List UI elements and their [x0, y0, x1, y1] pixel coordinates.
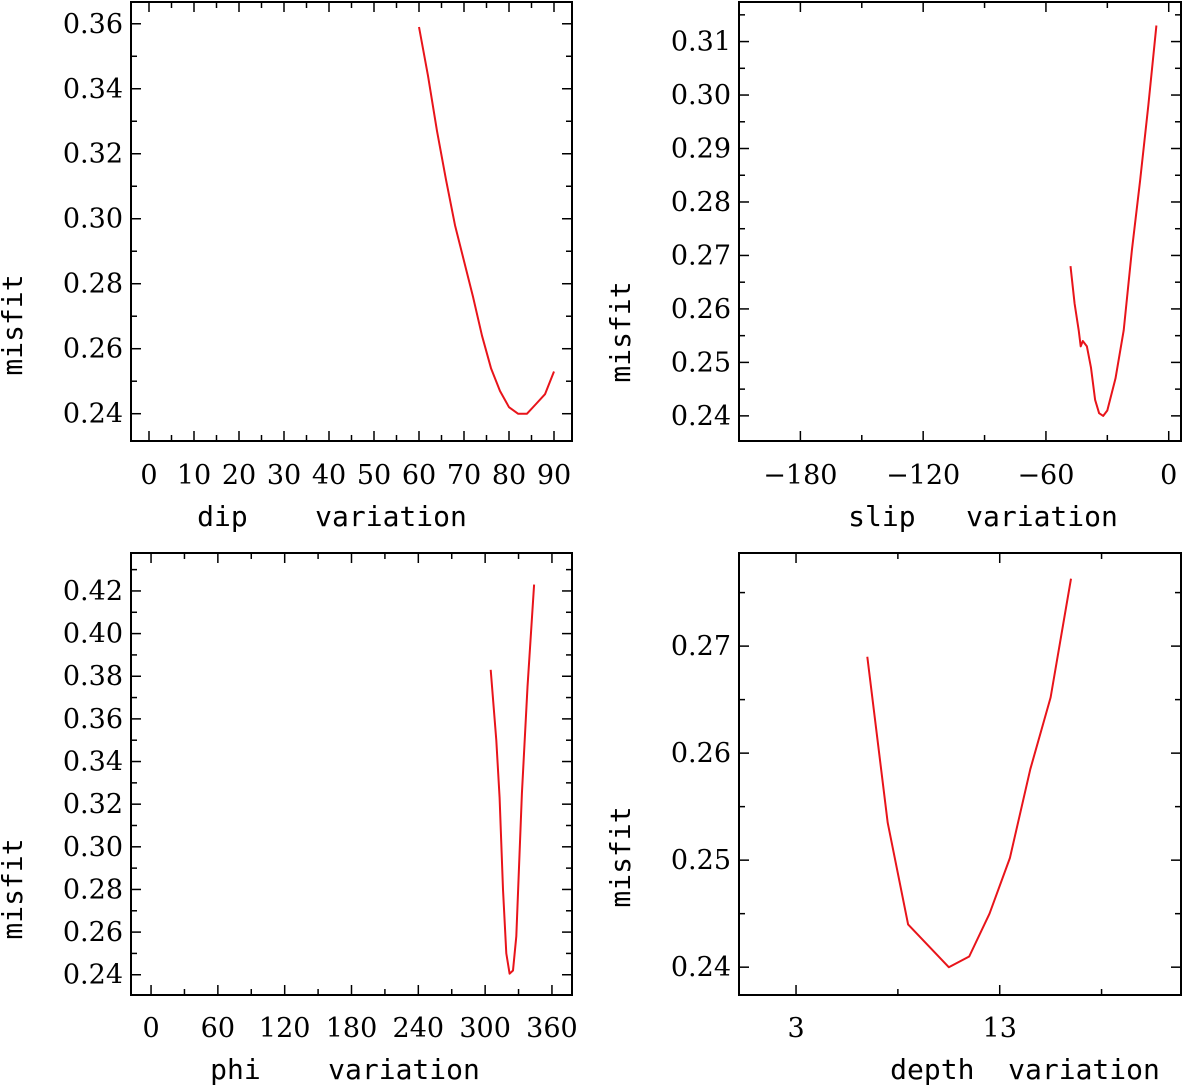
phi-y-tick-label: 0.34 [63, 747, 123, 778]
phi-y-tick-label: 0.24 [63, 960, 123, 991]
depth-y-tick-label: 0.27 [671, 631, 731, 662]
dip-x-tick-label: 40 [312, 460, 346, 491]
dip-y-tick-label: 0.36 [63, 9, 123, 40]
phi-y-tick-label: 0.36 [63, 704, 123, 735]
slip-x-axis-title: slip variation [848, 500, 1118, 533]
phi-y-tick-label: 0.32 [63, 789, 123, 820]
phi-x-tick-label: 360 [526, 1013, 578, 1044]
depth-y-tick-label: 0.24 [671, 952, 731, 983]
dip-x-axis-title: dip variation [197, 500, 467, 533]
phi-y-axis-title: misfit [0, 838, 29, 939]
dip-x-tick-label: 0 [140, 460, 157, 491]
depth-plot-frame [738, 552, 1182, 996]
phi-panel: phi variation misfit 0.24 0.26 0.28 0.30 0.3… [0, 552, 578, 1086]
slip-y-axis-title: misfit [604, 281, 637, 382]
slip-y-tick-label: 0.29 [671, 134, 731, 165]
dip-y-tick-label: 0.30 [63, 204, 123, 235]
slip-y-tick-label: 0.30 [671, 80, 731, 111]
phi-x-tick-label: 0 [142, 1013, 159, 1044]
phi-y-tick-label: 0.38 [63, 661, 123, 692]
phi-y-tick-label: 0.40 [63, 619, 123, 650]
slip-y-tick-label: 0.28 [671, 187, 731, 218]
depth-y-axis-title: misfit [604, 806, 637, 907]
dip-panel: dip variation misfit 0.24 0.26 0.28 0.30 0.3… [0, 1, 573, 533]
dip-y-axis-title: misfit [0, 274, 29, 375]
dip-y-tick-label: 0.28 [63, 269, 123, 300]
dip-x-tick-label: 10 [177, 460, 211, 491]
dip-x-tick-label: 80 [492, 460, 526, 491]
depth-y-tick-label: 0.26 [671, 738, 731, 769]
phi-y-tick-label: 0.26 [63, 917, 123, 948]
slip-plot-frame [738, 1, 1182, 442]
dip-x-tick-label: 60 [402, 460, 436, 491]
depth-x-axis-title: depth variation [890, 1053, 1160, 1086]
dip-misfit-line [418, 26, 555, 415]
slip-y-tick-label: 0.24 [671, 401, 731, 432]
slip-y-tick-label: 0.26 [671, 294, 731, 325]
slip-misfit-line [1069, 25, 1158, 417]
phi-x-tick-label: 240 [393, 1013, 445, 1044]
depth-x-tick-label: 3 [787, 1013, 804, 1044]
phi-y-tick-label: 0.30 [63, 832, 123, 863]
dip-plot-frame [130, 1, 573, 442]
dip-x-tick-label: 90 [537, 460, 571, 491]
slip-x-tick-label: −60 [1017, 460, 1074, 491]
slip-x-tick-label: −180 [763, 460, 837, 491]
depth-misfit-line [866, 578, 1072, 969]
phi-y-tick-label: 0.42 [63, 576, 123, 607]
phi-x-tick-label: 180 [326, 1013, 378, 1044]
slip-x-tick-label: −120 [886, 460, 960, 491]
depth-x-tick-label: 13 [983, 1013, 1017, 1044]
phi-x-tick-label: 60 [201, 1013, 235, 1044]
dip-x-tick-label: 20 [222, 460, 256, 491]
dip-y-tick-label: 0.32 [63, 139, 123, 170]
depth-y-tick-label: 0.25 [671, 845, 731, 876]
slip-panel: slip variation misfit 0.24 0.25 0.26 0.27 0.… [604, 1, 1182, 533]
dip-y-tick-label: 0.26 [63, 334, 123, 365]
phi-x-tick-label: 300 [459, 1013, 511, 1044]
phi-x-axis-title: phi variation [210, 1053, 480, 1086]
phi-y-tick-label: 0.28 [63, 874, 123, 905]
dip-y-tick-label: 0.34 [63, 74, 123, 105]
dip-x-tick-label: 70 [447, 460, 481, 491]
phi-x-tick-label: 120 [259, 1013, 311, 1044]
phi-misfit-line [489, 584, 536, 975]
slip-y-tick-label: 0.31 [671, 27, 731, 58]
dip-x-tick-label: 30 [267, 460, 301, 491]
depth-panel: depth variation misfit 0.24 0.25 0.26 0.27 3… [604, 552, 1182, 1086]
dip-x-tick-label: 50 [357, 460, 391, 491]
slip-y-tick-label: 0.27 [671, 240, 731, 271]
slip-y-tick-label: 0.25 [671, 347, 731, 378]
dip-y-tick-label: 0.24 [63, 399, 123, 430]
slip-x-tick-label: 0 [1160, 460, 1177, 491]
